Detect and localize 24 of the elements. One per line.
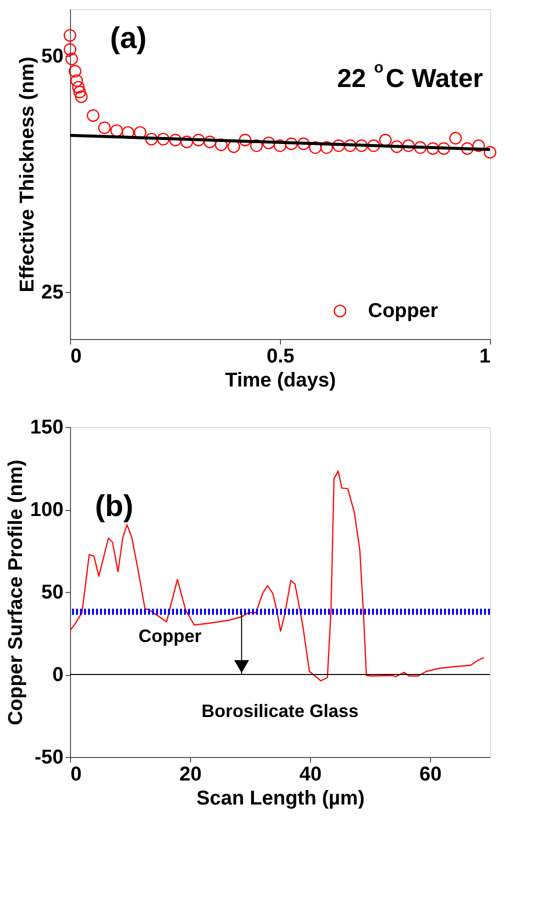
y-tick-label: 25 — [41, 281, 64, 304]
x-tick-label: 60 — [419, 764, 442, 786]
line-series — [70, 470, 485, 682]
y-tick-label: 50 — [41, 46, 64, 68]
x-axis-title: Scan Length (µm) — [196, 788, 365, 810]
x-tick-label: 20 — [179, 764, 202, 786]
annotation: (a) — [110, 22, 147, 55]
y-tick-label: 0 — [52, 664, 64, 686]
y-tick-label: 50 — [41, 582, 64, 604]
y-axis-title: Effective Thickness (nm) — [16, 56, 38, 292]
legend-label: Copper — [368, 300, 438, 322]
y-tick-label: -50 — [34, 746, 64, 768]
y-tick-label: 100 — [30, 499, 64, 521]
y-tick-label: 150 — [30, 416, 64, 438]
annotation: (b) — [95, 490, 134, 523]
y-axis-title: Copper Surface Profile (nm) — [5, 460, 28, 726]
x-axis-title: Time (days) — [225, 370, 336, 392]
x-tick-label: 0.5 — [266, 346, 294, 368]
annotation: Copper — [138, 626, 202, 646]
x-tick-label: 40 — [299, 764, 322, 786]
x-tick-label: 1 — [479, 346, 490, 368]
annotation: Borosilicate Glass — [201, 701, 359, 721]
x-tick-label: 0 — [70, 346, 82, 368]
x-tick-label: 0 — [70, 764, 82, 786]
